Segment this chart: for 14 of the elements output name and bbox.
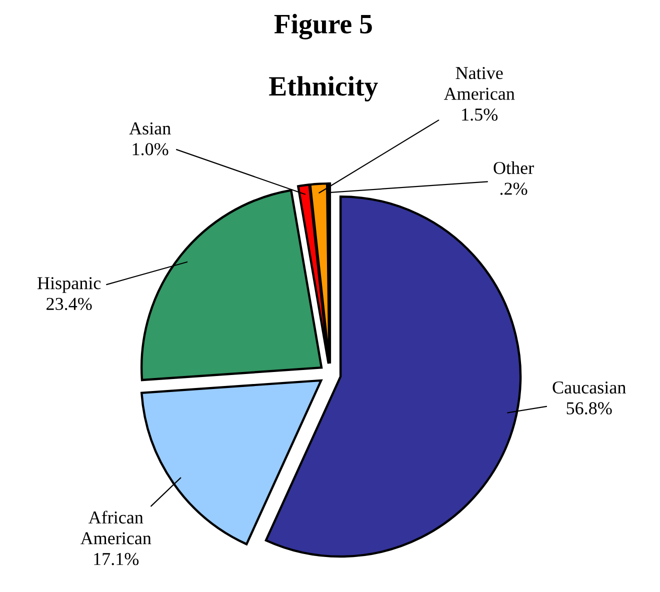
chart-subtitle: Ethnicity	[269, 76, 378, 102]
chart-title: Figure 5	[274, 14, 372, 40]
slice-label: Other	[494, 161, 534, 174]
data-label: 56.8%	[566, 402, 612, 414]
slice-label: Asian	[129, 122, 171, 134]
data-label: .2%	[500, 182, 528, 195]
data-label: 1.5%	[462, 108, 498, 121]
slice-label: African American	[80, 510, 152, 544]
data-label: 1.0%	[132, 143, 168, 156]
data-label: 17.1%	[94, 552, 139, 566]
slice-label: Native American	[444, 66, 515, 100]
slice-label: Caucasian	[552, 381, 626, 394]
data-label: 23.4%	[46, 298, 92, 310]
slice-label: Hispanic	[38, 277, 101, 293]
